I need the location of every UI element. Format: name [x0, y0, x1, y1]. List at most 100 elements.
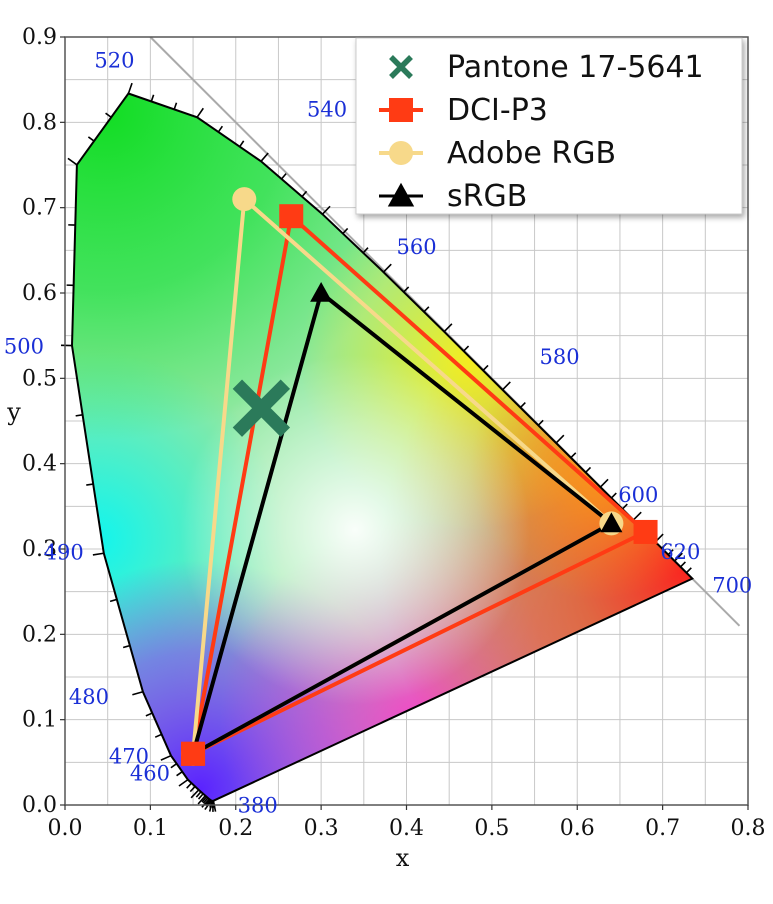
x-tick-label: 0.3: [304, 816, 339, 841]
x-axis-label: x: [396, 844, 410, 872]
x-tick-label: 0.0: [48, 816, 83, 841]
series-srgb-line: [191, 291, 614, 756]
legend-marker-triangle: [387, 182, 415, 207]
spectral-locus: [70, 92, 695, 802]
data-point-dci-p3: [181, 741, 206, 766]
locus-tick: [170, 763, 178, 769]
locus-tick: [195, 791, 202, 798]
locus-tick: [150, 94, 155, 102]
locus-tick: [584, 466, 592, 473]
wavelength-label-520: 520: [94, 48, 134, 72]
locus-tick: [342, 227, 349, 235]
wavelength-label-480: 480: [69, 685, 109, 709]
locus-tick: [403, 286, 410, 293]
locus-tick: [160, 754, 172, 761]
x-tick-label: 0.1: [133, 816, 168, 841]
locus-tick: [661, 542, 668, 549]
locus-tick: [321, 205, 331, 215]
locus-tick: [67, 157, 78, 166]
locus-tick: [122, 644, 131, 649]
legend-box: [355, 37, 743, 215]
x-tick-label: 0.4: [389, 816, 424, 841]
x-tick-label: 0.8: [731, 816, 766, 841]
locus-tick: [443, 323, 453, 333]
legend: Pantone 17-5641 DCI-P3 Adobe RGB sRGB: [355, 37, 743, 215]
y-axis-label: y: [6, 398, 21, 426]
x-tick-label: 0.7: [645, 816, 680, 841]
y-tick-label: 0.0: [22, 793, 57, 818]
locus-tick: [679, 561, 686, 568]
legend-marker-x: [389, 55, 413, 79]
locus-tick: [482, 364, 489, 371]
series-dci-p3-line: [191, 214, 648, 756]
legend-label: DCI-P3: [447, 93, 548, 128]
locus-tick: [197, 795, 206, 805]
wavelength-label-580: 580: [540, 345, 580, 369]
data-point-srgb: [600, 512, 623, 533]
locus-tick: [75, 414, 83, 417]
x-tick-label: 0.2: [218, 816, 253, 841]
locus-tick: [570, 452, 577, 459]
data-point-srgb: [310, 282, 333, 302]
y-tick-label: 0.1: [22, 708, 57, 733]
locus-tick: [87, 136, 95, 142]
locus-tick: [632, 511, 642, 521]
locus-tick: [537, 419, 544, 426]
y-tick-label: 0.2: [22, 622, 57, 647]
x-tick-label: 0.6: [560, 816, 595, 841]
locus-tick: [201, 798, 210, 808]
legend-marker-square: [389, 98, 413, 122]
x-tick-label: 0.5: [474, 816, 509, 841]
locus-tick: [280, 173, 287, 180]
gamut-series: [181, 187, 658, 766]
wavelength-label-600: 600: [618, 483, 658, 507]
legend-label: Pantone 17-5641: [447, 50, 704, 85]
y-tick-label: 0.3: [22, 537, 57, 562]
locus-tick: [190, 789, 200, 799]
locus-tick: [127, 82, 133, 94]
wavelength-label-500: 500: [4, 335, 44, 359]
data-point-dci-p3: [633, 519, 658, 544]
wavelength-label-620: 620: [660, 540, 700, 564]
axis-labels: 0.0 0.1 0.2 0.3 0.4 0.5 0.6 0.7 0.8 0.0 0.1 0.2 0.3 0…: [4, 25, 766, 872]
locus-tick: [196, 107, 204, 118]
data-point-dci-p3: [279, 204, 304, 229]
data-point-pantone-17-5641: [232, 379, 291, 437]
y-tick-label: 0.9: [22, 25, 57, 50]
locus-tick: [92, 552, 104, 556]
y-tick-label: 0.5: [22, 366, 57, 391]
locus-tick: [154, 733, 162, 738]
wavelength-label-380: 380: [238, 794, 278, 818]
wavelength-label-470: 470: [109, 745, 149, 769]
locus-tick: [197, 793, 204, 800]
data-point-adobe-rgb: [232, 187, 257, 212]
locus-tick: [667, 549, 674, 556]
locus-tick: [201, 796, 208, 803]
locus-tick: [109, 598, 118, 603]
locus-tick: [519, 401, 526, 409]
locus-tick: [362, 247, 369, 254]
locus-tick: [463, 345, 470, 352]
locus-tick: [105, 112, 112, 118]
legend-label: sRGB: [447, 179, 527, 214]
locus-tick: [176, 771, 183, 777]
locus-tick: [217, 125, 224, 133]
locus-tick: [173, 102, 178, 110]
locus-tick: [186, 782, 193, 789]
wavelength-label-700: 700: [712, 574, 752, 598]
locus-tick: [189, 785, 196, 793]
locus-tick: [132, 690, 144, 696]
locus-tick: [599, 478, 609, 488]
wavelength-label-540: 540: [307, 97, 347, 121]
locus-tick: [382, 263, 392, 273]
locus-tick: [178, 779, 189, 787]
y-tick-label: 0.7: [22, 196, 57, 221]
legend-marker-circle: [389, 141, 413, 165]
locus-tick: [501, 381, 511, 391]
locus-tick: [145, 712, 153, 717]
locus-tick: [685, 567, 692, 574]
locus-tick: [621, 503, 628, 510]
locus-tick: [610, 492, 617, 499]
locus-tick: [674, 552, 683, 562]
